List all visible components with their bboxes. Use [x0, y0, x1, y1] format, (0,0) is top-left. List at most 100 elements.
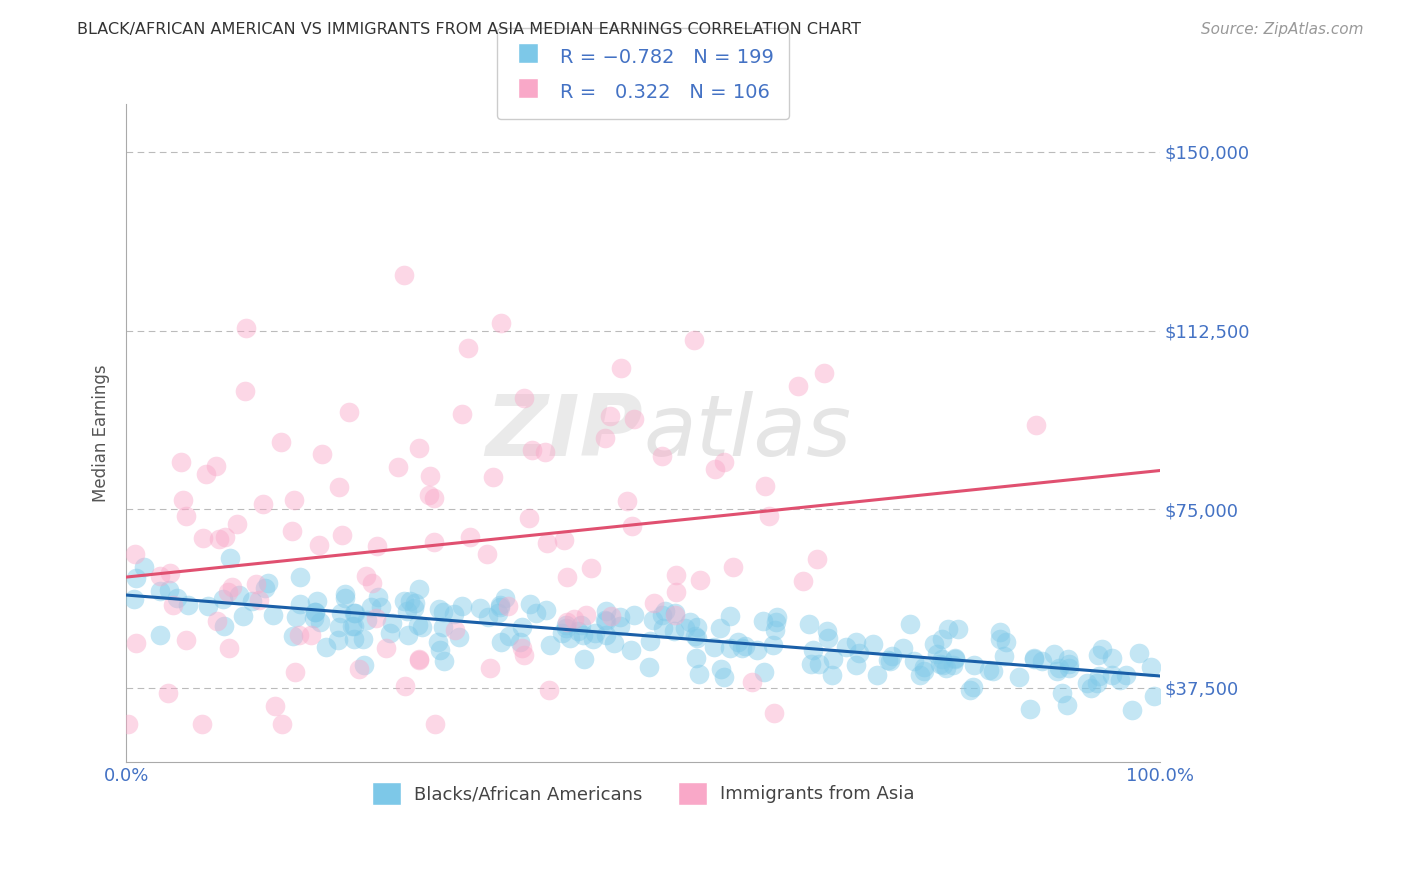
Point [232, 609, 254, 624]
Text: atlas: atlas [643, 392, 851, 475]
Point [731, 641, 754, 656]
Point [378, 625, 401, 640]
Point [366, 539, 388, 553]
Point [233, 384, 256, 398]
Point [534, 603, 557, 617]
Point [404, 600, 426, 615]
Point [1115, 667, 1137, 681]
Point [427, 602, 450, 616]
Point [174, 508, 197, 523]
Point [356, 569, 378, 583]
Point [329, 607, 352, 621]
Point [665, 585, 688, 599]
Point [370, 599, 392, 614]
Text: Source: ZipAtlas.com: Source: ZipAtlas.com [1201, 22, 1364, 37]
Point [450, 407, 472, 421]
Point [688, 667, 710, 681]
Point [214, 530, 236, 544]
Point [176, 632, 198, 647]
Point [741, 675, 763, 690]
Point [429, 643, 451, 657]
Point [806, 551, 828, 566]
Point [343, 619, 366, 633]
Point [457, 342, 479, 356]
Point [536, 535, 558, 549]
Point [1022, 651, 1045, 665]
Point [513, 648, 536, 662]
Point [284, 665, 307, 679]
Point [754, 665, 776, 679]
Point [458, 530, 481, 544]
Point [554, 621, 576, 635]
Point [395, 604, 418, 618]
Point [718, 640, 741, 655]
Point [411, 620, 433, 634]
Point [876, 653, 898, 667]
Point [432, 619, 454, 633]
Point [533, 445, 555, 459]
Point [845, 658, 868, 673]
Point [835, 640, 858, 654]
Point [754, 478, 776, 492]
Point [124, 636, 146, 650]
Point [124, 547, 146, 561]
Point [823, 652, 845, 666]
Point [821, 667, 844, 681]
Point [284, 610, 307, 624]
Point [408, 652, 430, 666]
Point [931, 652, 953, 666]
Point [304, 605, 326, 619]
Point [392, 268, 415, 283]
Point [219, 550, 242, 565]
Point [993, 648, 1015, 663]
Point [394, 594, 416, 608]
Point [994, 635, 1017, 649]
Point [619, 642, 641, 657]
Point [651, 607, 673, 622]
Point [451, 599, 474, 614]
Point [761, 638, 783, 652]
Point [513, 391, 536, 405]
Point [1047, 661, 1070, 675]
Point [193, 532, 215, 546]
Point [122, 592, 145, 607]
Point [270, 716, 292, 731]
Point [800, 657, 823, 671]
Point [1101, 668, 1123, 682]
Point [766, 609, 789, 624]
Point [792, 574, 814, 588]
Text: BLACK/AFRICAN AMERICAN VS IMMIGRANTS FROM ASIA MEDIAN EARNINGS CORRELATION CHART: BLACK/AFRICAN AMERICAN VS IMMIGRANTS FRO… [77, 22, 862, 37]
Point [132, 560, 155, 574]
Point [1050, 686, 1073, 700]
Point [117, 716, 139, 731]
Point [288, 597, 311, 611]
Point [603, 636, 626, 650]
Point [381, 616, 404, 631]
Point [494, 591, 516, 605]
Point [522, 443, 544, 458]
Point [609, 610, 631, 624]
Point [1025, 417, 1047, 432]
Point [979, 663, 1001, 677]
Point [551, 626, 574, 640]
Point [205, 614, 228, 628]
Point [801, 643, 824, 657]
Point [765, 615, 787, 629]
Point [443, 607, 465, 621]
Point [404, 596, 426, 610]
Point [157, 582, 180, 597]
Point [399, 594, 422, 608]
Point [600, 608, 623, 623]
Point [364, 611, 387, 625]
Point [925, 647, 948, 661]
Point [575, 608, 598, 623]
Point [326, 632, 349, 647]
Point [734, 639, 756, 653]
Point [935, 661, 957, 675]
Point [517, 510, 540, 524]
Point [703, 462, 725, 476]
Point [283, 493, 305, 508]
Point [488, 598, 510, 612]
Point [673, 621, 696, 635]
Point [1022, 652, 1045, 666]
